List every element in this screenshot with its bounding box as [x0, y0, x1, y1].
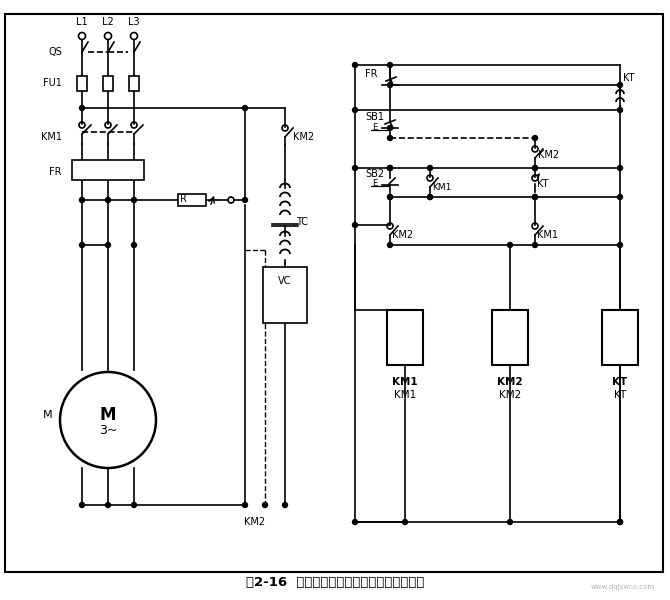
Text: KT: KT: [612, 377, 628, 387]
Circle shape: [243, 197, 247, 202]
Circle shape: [533, 136, 537, 140]
Circle shape: [618, 242, 622, 247]
Text: KT: KT: [614, 390, 626, 400]
Circle shape: [105, 242, 111, 247]
Circle shape: [533, 194, 537, 199]
Circle shape: [131, 242, 137, 247]
Text: 图2-16  以时间原则控制的单向能耗制动线路: 图2-16 以时间原则控制的单向能耗制动线路: [246, 575, 424, 589]
Bar: [72, 160, 144, 180]
Text: FR: FR: [365, 69, 377, 79]
Text: KM1: KM1: [392, 377, 418, 387]
Circle shape: [387, 125, 393, 130]
Text: KM1: KM1: [41, 132, 62, 142]
Text: R: R: [180, 194, 187, 204]
Circle shape: [243, 106, 247, 110]
Text: L1: L1: [76, 17, 88, 27]
Bar: [602, 310, 638, 365]
Text: www.dqjswco.com: www.dqjswco.com: [591, 584, 655, 590]
Circle shape: [105, 503, 111, 508]
Circle shape: [533, 242, 537, 247]
Text: L2: L2: [102, 17, 114, 27]
Bar: [77, 76, 87, 91]
Text: KM2: KM2: [293, 132, 314, 142]
Text: QS: QS: [48, 47, 62, 57]
Circle shape: [263, 503, 267, 508]
Text: SB2: SB2: [365, 169, 384, 179]
Bar: [103, 76, 113, 91]
Circle shape: [403, 520, 407, 524]
Circle shape: [618, 520, 622, 524]
Circle shape: [80, 242, 84, 247]
Circle shape: [387, 166, 393, 170]
Circle shape: [618, 82, 622, 88]
Circle shape: [80, 197, 84, 202]
Circle shape: [352, 62, 358, 67]
Polygon shape: [276, 300, 294, 313]
Text: KM2: KM2: [538, 150, 559, 160]
Bar: [387, 310, 423, 365]
Circle shape: [131, 503, 137, 508]
Text: VC: VC: [278, 276, 291, 286]
Text: 3~: 3~: [98, 424, 117, 437]
Circle shape: [618, 194, 622, 199]
Circle shape: [427, 194, 433, 199]
Text: KM2: KM2: [392, 230, 413, 240]
Text: KT: KT: [623, 73, 634, 83]
Circle shape: [80, 503, 84, 508]
Bar: [492, 310, 528, 365]
Bar: [178, 194, 206, 206]
Circle shape: [352, 107, 358, 113]
Circle shape: [387, 166, 393, 170]
Circle shape: [507, 520, 513, 524]
Text: E: E: [372, 179, 377, 188]
Text: M: M: [100, 406, 117, 424]
Circle shape: [387, 242, 393, 247]
Text: SB1: SB1: [365, 112, 384, 122]
Circle shape: [387, 82, 393, 88]
Circle shape: [533, 166, 537, 170]
Circle shape: [387, 194, 393, 199]
Circle shape: [283, 503, 287, 508]
Circle shape: [618, 166, 622, 170]
Circle shape: [131, 197, 137, 202]
Circle shape: [387, 62, 393, 67]
Circle shape: [387, 194, 393, 199]
Text: E: E: [372, 124, 377, 133]
Bar: [263, 267, 307, 323]
Circle shape: [533, 194, 537, 199]
Circle shape: [533, 166, 537, 170]
Text: KM2: KM2: [497, 377, 523, 387]
Circle shape: [507, 242, 513, 247]
Circle shape: [618, 107, 622, 113]
Circle shape: [352, 166, 358, 170]
Text: M: M: [42, 410, 52, 420]
Circle shape: [352, 520, 358, 524]
Text: KM2: KM2: [499, 390, 521, 400]
Circle shape: [243, 503, 247, 508]
Text: TC: TC: [296, 217, 308, 227]
Text: KM1: KM1: [537, 230, 558, 240]
Text: KM1: KM1: [394, 390, 416, 400]
Circle shape: [387, 136, 393, 140]
Text: KT: KT: [537, 179, 549, 189]
Circle shape: [105, 197, 111, 202]
Text: KM2: KM2: [245, 517, 265, 527]
Circle shape: [80, 106, 84, 110]
Text: L3: L3: [128, 17, 140, 27]
Bar: [129, 76, 139, 91]
Circle shape: [618, 520, 622, 524]
Circle shape: [352, 223, 358, 227]
Circle shape: [427, 166, 433, 170]
Text: FU1: FU1: [43, 78, 62, 88]
Text: KM1: KM1: [432, 182, 452, 191]
Text: FR: FR: [50, 167, 62, 177]
Circle shape: [427, 194, 433, 199]
